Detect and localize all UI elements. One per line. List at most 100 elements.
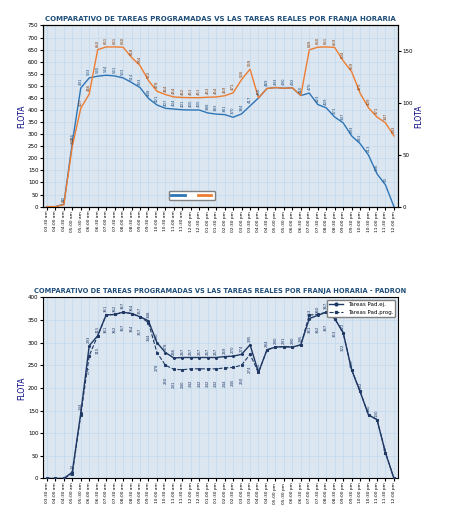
Text: 448: 448 <box>146 88 150 96</box>
Text: 533: 533 <box>87 68 91 75</box>
Text: 357: 357 <box>138 306 142 314</box>
Text: 244: 244 <box>223 379 227 386</box>
Text: 271: 271 <box>87 367 91 374</box>
Text: 559: 559 <box>350 62 354 69</box>
Text: 353: 353 <box>307 308 311 316</box>
Text: 533: 533 <box>121 68 125 75</box>
Text: 450: 450 <box>256 88 261 95</box>
Text: 57: 57 <box>383 445 387 450</box>
Text: 489: 489 <box>265 78 269 86</box>
Text: 265: 265 <box>70 133 74 140</box>
Text: 364: 364 <box>129 303 134 311</box>
Text: 293: 293 <box>87 335 91 343</box>
Text: 490: 490 <box>282 78 286 86</box>
Text: 466: 466 <box>87 84 91 91</box>
Text: 388: 388 <box>206 103 210 110</box>
Text: 241: 241 <box>172 380 176 388</box>
Text: 478: 478 <box>155 81 159 89</box>
Text: 367: 367 <box>324 323 328 331</box>
Text: 357: 357 <box>138 328 142 335</box>
Text: 291: 291 <box>282 336 286 344</box>
Text: 383: 383 <box>214 104 218 111</box>
Text: 540: 540 <box>96 66 100 73</box>
Text: 371: 371 <box>333 107 337 114</box>
Text: 407: 407 <box>79 98 83 105</box>
Text: 240: 240 <box>180 381 184 388</box>
Text: 250: 250 <box>239 376 244 384</box>
Text: 459: 459 <box>223 86 227 93</box>
Text: 290: 290 <box>291 337 294 344</box>
Text: 293: 293 <box>392 126 396 133</box>
Text: 451: 451 <box>197 88 201 95</box>
Text: 660: 660 <box>121 37 125 44</box>
Text: 367: 367 <box>121 302 125 309</box>
Text: 492: 492 <box>291 77 294 85</box>
Text: 315: 315 <box>96 326 100 333</box>
Text: 274: 274 <box>248 365 252 373</box>
Text: 267: 267 <box>189 347 193 355</box>
Text: 322: 322 <box>341 322 345 330</box>
Text: 261: 261 <box>358 133 362 141</box>
Text: 347: 347 <box>383 112 387 120</box>
Text: 284: 284 <box>265 340 269 347</box>
Text: 8: 8 <box>62 200 66 202</box>
Text: 250: 250 <box>164 376 167 384</box>
Text: 267: 267 <box>180 347 184 355</box>
Text: 270: 270 <box>231 346 235 353</box>
Text: 522: 522 <box>146 70 150 78</box>
Text: 661: 661 <box>104 37 108 44</box>
Text: 347: 347 <box>341 112 345 120</box>
Text: 661: 661 <box>324 37 328 44</box>
Text: 136: 136 <box>375 163 379 171</box>
Text: 460: 460 <box>299 86 303 93</box>
Text: 242: 242 <box>189 380 193 387</box>
Text: 367: 367 <box>121 323 125 331</box>
Text: 404: 404 <box>172 99 176 106</box>
Text: 361: 361 <box>307 326 311 333</box>
Text: 381: 381 <box>223 104 227 112</box>
Text: 269: 269 <box>223 347 227 354</box>
Text: 650: 650 <box>96 40 100 47</box>
Text: 541: 541 <box>113 66 117 73</box>
Text: 290: 290 <box>273 337 277 344</box>
Text: 300: 300 <box>155 332 159 340</box>
Text: 322: 322 <box>341 344 345 351</box>
Text: 278: 278 <box>155 363 159 371</box>
Text: 361: 361 <box>104 326 108 333</box>
Text: 451: 451 <box>189 88 193 95</box>
Text: 293: 293 <box>350 126 354 133</box>
Text: 421: 421 <box>155 95 159 102</box>
Text: 526: 526 <box>239 70 244 77</box>
Text: 362: 362 <box>316 326 320 333</box>
Text: 371: 371 <box>375 107 379 114</box>
Text: 470: 470 <box>307 83 311 90</box>
Y-axis label: FLOTA: FLOTA <box>18 376 27 400</box>
Text: 266: 266 <box>172 348 176 355</box>
Text: 407: 407 <box>164 98 167 105</box>
Text: 464: 464 <box>164 84 167 92</box>
Text: 344: 344 <box>146 334 150 341</box>
Text: 295: 295 <box>248 335 252 342</box>
Text: 649: 649 <box>307 40 311 47</box>
Text: 401: 401 <box>180 99 184 107</box>
Text: 660: 660 <box>316 37 320 44</box>
Text: 14: 14 <box>70 464 74 469</box>
Text: 544: 544 <box>104 65 108 72</box>
Text: 584: 584 <box>138 55 142 63</box>
Text: 367: 367 <box>324 302 328 309</box>
Text: 452: 452 <box>180 88 184 95</box>
Text: 348: 348 <box>146 310 150 318</box>
Text: 659: 659 <box>333 37 337 45</box>
Text: 234: 234 <box>256 362 261 370</box>
Text: 267: 267 <box>214 347 218 355</box>
Text: 144: 144 <box>79 403 83 410</box>
Text: 360: 360 <box>316 305 320 313</box>
Title: COMPARATIVO DE TAREAS PROGRAMADAS VS LAS TAREAS REALES POR FRANJA HORARIA: COMPARATIVO DE TAREAS PROGRAMADAS VS LAS… <box>45 16 396 22</box>
Text: 240: 240 <box>350 359 354 367</box>
Text: 454: 454 <box>214 87 218 94</box>
Text: 245: 245 <box>231 379 235 386</box>
Text: 370: 370 <box>231 107 235 115</box>
Text: 140: 140 <box>366 405 371 412</box>
Text: 454: 454 <box>172 87 176 94</box>
Text: 493: 493 <box>138 77 142 85</box>
